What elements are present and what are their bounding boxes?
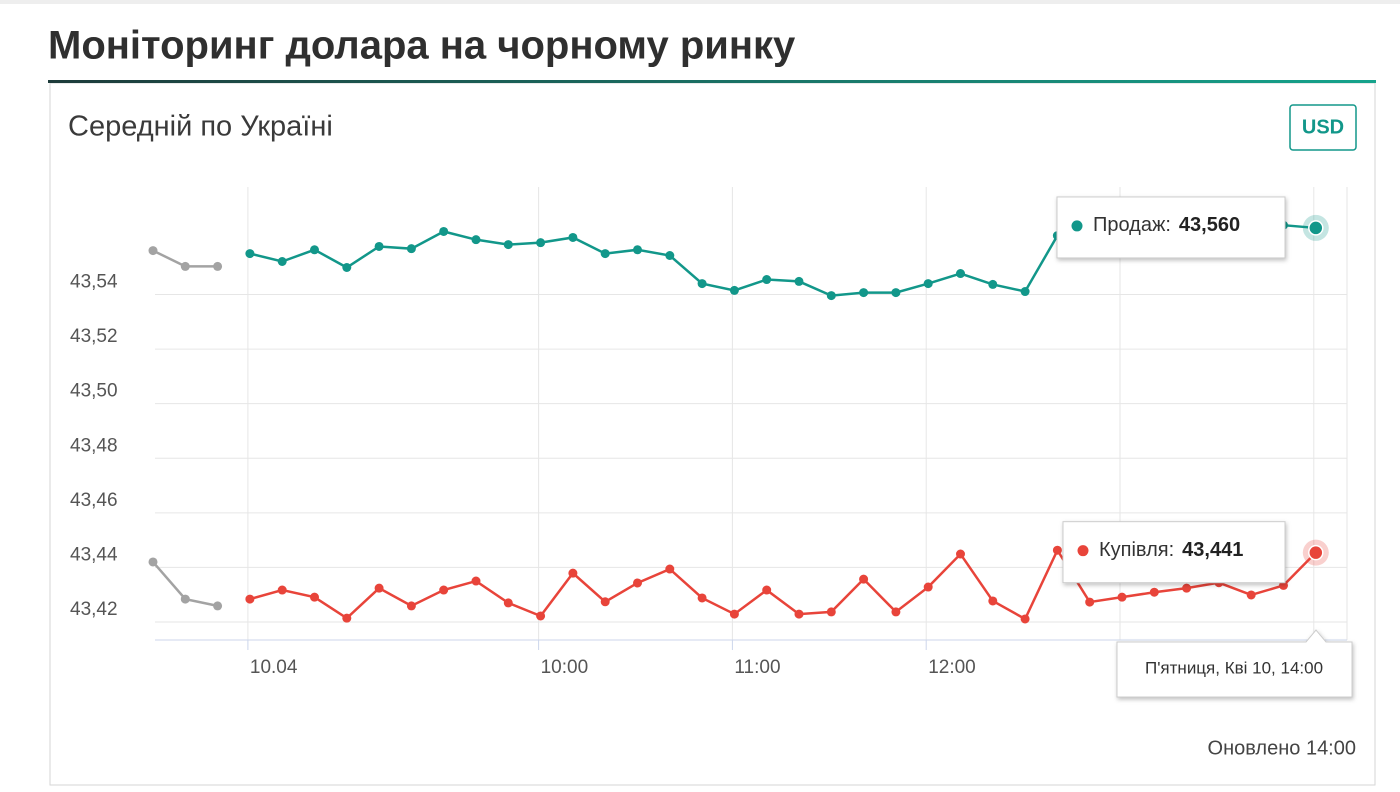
x-tick-label: 10:00	[541, 657, 589, 678]
data-point	[374, 583, 384, 593]
data-point	[1020, 614, 1030, 624]
y-tick-label: 43,44	[70, 544, 118, 565]
data-point	[794, 276, 804, 286]
data-point	[471, 576, 481, 586]
data-point	[1117, 592, 1127, 602]
data-point	[1020, 287, 1030, 297]
data-point	[956, 549, 965, 559]
tooltip: Купівля: 43,441	[1062, 521, 1286, 584]
x-tick-label: 11:00	[734, 657, 780, 678]
data-point	[310, 245, 319, 255]
data-point	[633, 578, 642, 588]
data-point	[826, 291, 836, 301]
data-point	[697, 279, 707, 289]
hover-point	[1308, 220, 1324, 236]
tooltip-dot	[1071, 220, 1083, 232]
data-point	[1246, 590, 1256, 600]
title-underline	[48, 80, 1376, 83]
data-point	[1085, 597, 1095, 607]
tooltip-series-name: Купівля:	[1099, 539, 1174, 561]
data-point	[956, 269, 965, 279]
data-point	[859, 288, 869, 298]
tooltip-box	[1056, 196, 1286, 259]
x-tick-label: 10.04	[250, 657, 298, 678]
data-point	[1182, 583, 1192, 593]
hover-point	[1308, 544, 1324, 561]
tooltip-series-name: Продаж:	[1093, 214, 1171, 236]
data-point	[342, 613, 352, 623]
tooltip-dot	[1077, 545, 1089, 557]
data-point	[988, 596, 998, 606]
series-line	[249, 547, 1317, 621]
tooltip-value: 43,441	[1182, 539, 1243, 561]
data-point	[180, 594, 190, 604]
data-point	[439, 226, 449, 236]
data-point	[245, 594, 255, 604]
plot: 43,42 43,44 43,46 43,48 43,50 43,52 43,54 10.04…	[70, 187, 1353, 698]
data-point	[665, 250, 675, 260]
data-point	[213, 261, 223, 271]
data-point	[891, 607, 901, 617]
data-point	[536, 611, 546, 621]
data-point	[729, 285, 739, 295]
data-point	[180, 261, 190, 271]
x-tick-label: 12:00	[928, 657, 976, 678]
data-point	[923, 279, 933, 289]
data-point	[600, 597, 610, 607]
data-point	[342, 263, 352, 273]
page-title: Моніторинг долара на чорному ринку	[48, 24, 796, 68]
data-point	[794, 609, 804, 619]
data-point	[568, 568, 578, 578]
y-tick-label: 43,52	[70, 326, 118, 347]
data-point	[374, 241, 384, 251]
data-point	[988, 279, 998, 289]
data-point	[697, 593, 707, 603]
data-point	[891, 288, 901, 298]
y-tick-label: 43,54	[70, 272, 118, 293]
data-point	[503, 598, 513, 608]
data-point	[503, 240, 513, 250]
data-point	[859, 574, 869, 584]
data-point	[568, 232, 578, 242]
tooltip-value: 43,560	[1179, 214, 1240, 236]
data-point	[277, 585, 287, 595]
data-point	[665, 564, 675, 574]
data-point	[762, 275, 772, 285]
top-bar	[0, 0, 1400, 4]
tooltip-box	[1062, 521, 1286, 584]
y-tick-label: 43,42	[70, 599, 118, 620]
y-tick-label: 43,48	[70, 435, 118, 456]
data-point	[826, 607, 836, 617]
data-point	[213, 601, 223, 611]
y-tick-label: 43,50	[70, 381, 118, 402]
y-tick-label: 43,46	[70, 490, 118, 511]
data-point	[600, 249, 610, 259]
data-point	[1052, 545, 1062, 555]
data-point	[923, 582, 933, 592]
data-point	[406, 244, 416, 254]
data-point	[245, 249, 255, 259]
updated-label: Оновлено 14:00	[1208, 737, 1356, 759]
tooltip: Продаж: 43,560	[1056, 196, 1286, 259]
data-point	[471, 235, 481, 245]
data-point	[762, 585, 772, 595]
tooltip-date-box	[1116, 629, 1353, 698]
data-point	[729, 609, 739, 619]
data-point	[406, 601, 416, 611]
chart-title: Середній по Україні	[68, 111, 333, 143]
data-point	[1149, 587, 1159, 597]
data-point	[536, 238, 546, 248]
data-point	[633, 245, 642, 255]
data-point	[148, 246, 158, 256]
currency-button[interactable]	[1289, 104, 1357, 151]
currency-label[interactable]: USD	[1302, 116, 1344, 138]
tooltip-date: П'ятниця, Кві 10, 14:00	[1116, 629, 1353, 698]
data-point	[310, 592, 319, 602]
data-point	[277, 256, 287, 266]
data-point	[148, 557, 158, 567]
data-point	[439, 585, 449, 595]
tooltip-date-label: П'ятниця, Кві 10, 14:00	[1145, 658, 1323, 677]
